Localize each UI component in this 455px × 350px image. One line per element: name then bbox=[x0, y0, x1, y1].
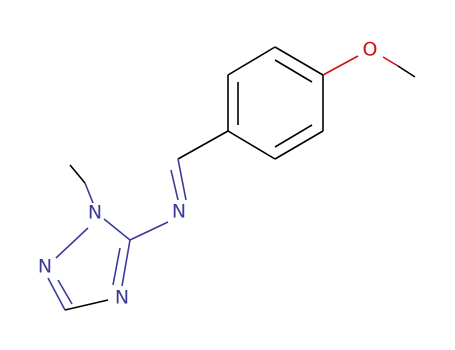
atom-label: O bbox=[363, 39, 378, 61]
atom-label: N bbox=[88, 202, 102, 224]
atom-label: N bbox=[172, 201, 186, 223]
bonds bbox=[47, 46, 416, 311]
atom-label: N bbox=[115, 287, 129, 309]
atom-label: N bbox=[38, 256, 52, 278]
